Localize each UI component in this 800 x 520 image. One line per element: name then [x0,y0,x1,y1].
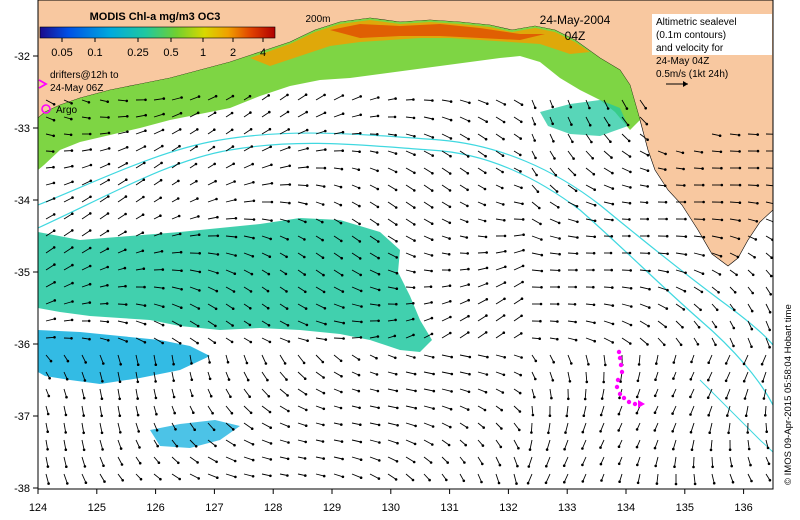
plot-frame [37,0,774,490]
drifter-legend: drifters@12h to 24-May 06Z [38,70,119,94]
y-axis: -32 -33 -34 -35 -36 -37 -38 [14,51,38,495]
svg-text:0.1: 0.1 [87,47,102,59]
x-tick-label: 136 [734,502,752,514]
y-tick-label: -38 [14,483,30,495]
altimetry-note: Altimetric sealevel (0.1m contours) and … [652,14,772,87]
colorbar-ticks: 0.05 0.1 0.25 0.5 1 2 4 [51,38,266,59]
x-tick-label: 129 [323,502,341,514]
svg-text:and velocity for: and velocity for [656,43,724,54]
x-axis: 124 125 126 127 128 129 130 131 132 133 134 135 136 [29,489,753,514]
contour-label: 200m [305,14,330,25]
chl-offshore-patch-a [38,218,432,352]
map-time: 04Z [565,29,586,43]
chl-offshore-patch-b [38,330,210,384]
drifter-legend-line2: 24-May 06Z [50,83,103,94]
x-tick-label: 125 [88,502,106,514]
sealevel-contour-c [699,379,773,453]
colorbar [39,26,276,39]
svg-text:0.5: 0.5 [163,47,178,59]
chl-peak-band [330,24,545,40]
svg-text:24-May 04Z: 24-May 04Z [656,56,709,67]
sealevel-contour-b [38,132,773,346]
x-tick-label: 130 [382,502,400,514]
y-tick-label: -37 [14,411,30,423]
svg-text:Argo: Argo [56,105,78,116]
argo-legend: Argo [41,104,78,116]
drifter-marker-icon [38,79,48,89]
x-tick-label: 128 [264,502,282,514]
svg-text:1: 1 [200,47,206,59]
drifter-track [614,349,645,408]
y-tick-label: -33 [14,123,30,135]
svg-text:0.25: 0.25 [127,47,148,59]
drifter-legend-line1: drifters@12h to [50,70,119,81]
y-tick-label: -36 [14,339,30,351]
argo-marker-icon [41,104,51,114]
velocity-vectors [45,93,773,486]
map-date: 24-May-2004 [540,13,611,27]
svg-text:4: 4 [260,47,266,59]
x-tick-label: 134 [617,502,635,514]
y-tick-label: -32 [14,51,30,63]
x-tick-label: 135 [676,502,694,514]
x-tick-label: 132 [499,502,517,514]
x-tick-label: 133 [558,502,576,514]
svg-text:0.05: 0.05 [51,47,72,59]
x-tick-label: 124 [29,502,47,514]
y-tick-label: -35 [14,267,30,279]
chl-coastal-band [38,18,640,170]
chl-offshore-patch-d [540,100,628,136]
svg-text:0.5m/s (1kt 24h): 0.5m/s (1kt 24h) [656,69,728,80]
x-tick-label: 131 [440,502,458,514]
sealevel-contour-a [38,142,773,406]
svg-text:2: 2 [230,47,236,59]
chl-high-band [250,20,590,66]
svg-text:(0.1m contours): (0.1m contours) [656,30,726,41]
y-tick-label: -34 [14,195,30,207]
x-tick-label: 127 [205,502,223,514]
svg-text:Altimetric sealevel: Altimetric sealevel [656,17,737,28]
credit-line: © IMOS 09-Apr-2015 05:58:04 Hobart time [783,304,794,485]
x-tick-label: 126 [146,502,164,514]
colorbar-title: MODIS Chl-a mg/m3 OC3 [90,11,221,23]
